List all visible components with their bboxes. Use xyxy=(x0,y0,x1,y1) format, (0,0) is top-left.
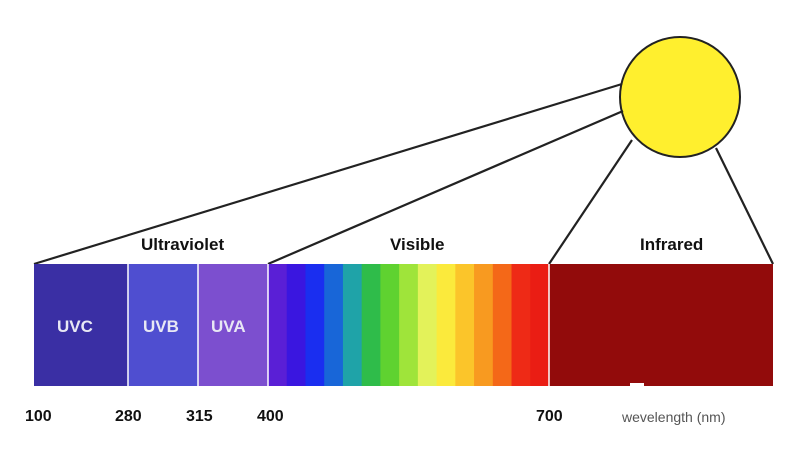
visible-stripe xyxy=(455,264,475,386)
visible-stripe xyxy=(511,264,531,386)
tick-315: 315 xyxy=(186,408,213,425)
uvb-label: UVB xyxy=(143,317,179,336)
visible-stripe xyxy=(361,264,381,386)
visible-stripe xyxy=(286,264,307,386)
ray-infrared-left xyxy=(548,139,633,265)
sun-rays xyxy=(33,82,774,266)
visible-stripe xyxy=(342,264,363,386)
tick-700: 700 xyxy=(536,408,563,425)
ray-ultraviolet-left xyxy=(33,82,623,266)
ray-infrared-right xyxy=(715,147,774,265)
infrared-highlight-mark xyxy=(630,383,644,386)
ray-visible-left xyxy=(267,109,624,266)
visible-stripe xyxy=(305,264,325,386)
uva-band xyxy=(198,264,268,386)
spectrum-bar xyxy=(34,264,773,386)
visible-stripe xyxy=(399,264,419,386)
visible-label: Visible xyxy=(390,235,445,254)
uvc-band xyxy=(34,264,128,386)
visible-stripe xyxy=(268,264,288,386)
wavelength-axis-label: wevelength (nm) xyxy=(621,409,726,425)
visible-band xyxy=(268,264,550,386)
uvc-label: UVC xyxy=(57,317,93,336)
infrared-label: Infrared xyxy=(640,235,703,254)
visible-stripe xyxy=(474,264,494,386)
tick-100: 100 xyxy=(25,408,52,425)
tick-400: 400 xyxy=(257,408,284,425)
visible-stripe xyxy=(492,264,513,386)
uvb-band xyxy=(128,264,198,386)
uva-label: UVA xyxy=(211,317,246,336)
visible-stripe xyxy=(436,264,456,386)
visible-stripe xyxy=(530,264,550,386)
tick-280: 280 xyxy=(115,408,142,425)
visible-stripe xyxy=(380,264,400,386)
sun-icon xyxy=(619,36,741,158)
visible-stripe xyxy=(324,264,344,386)
ultraviolet-label: Ultraviolet xyxy=(141,235,224,254)
infrared-band xyxy=(549,264,773,386)
visible-stripe xyxy=(417,264,438,386)
